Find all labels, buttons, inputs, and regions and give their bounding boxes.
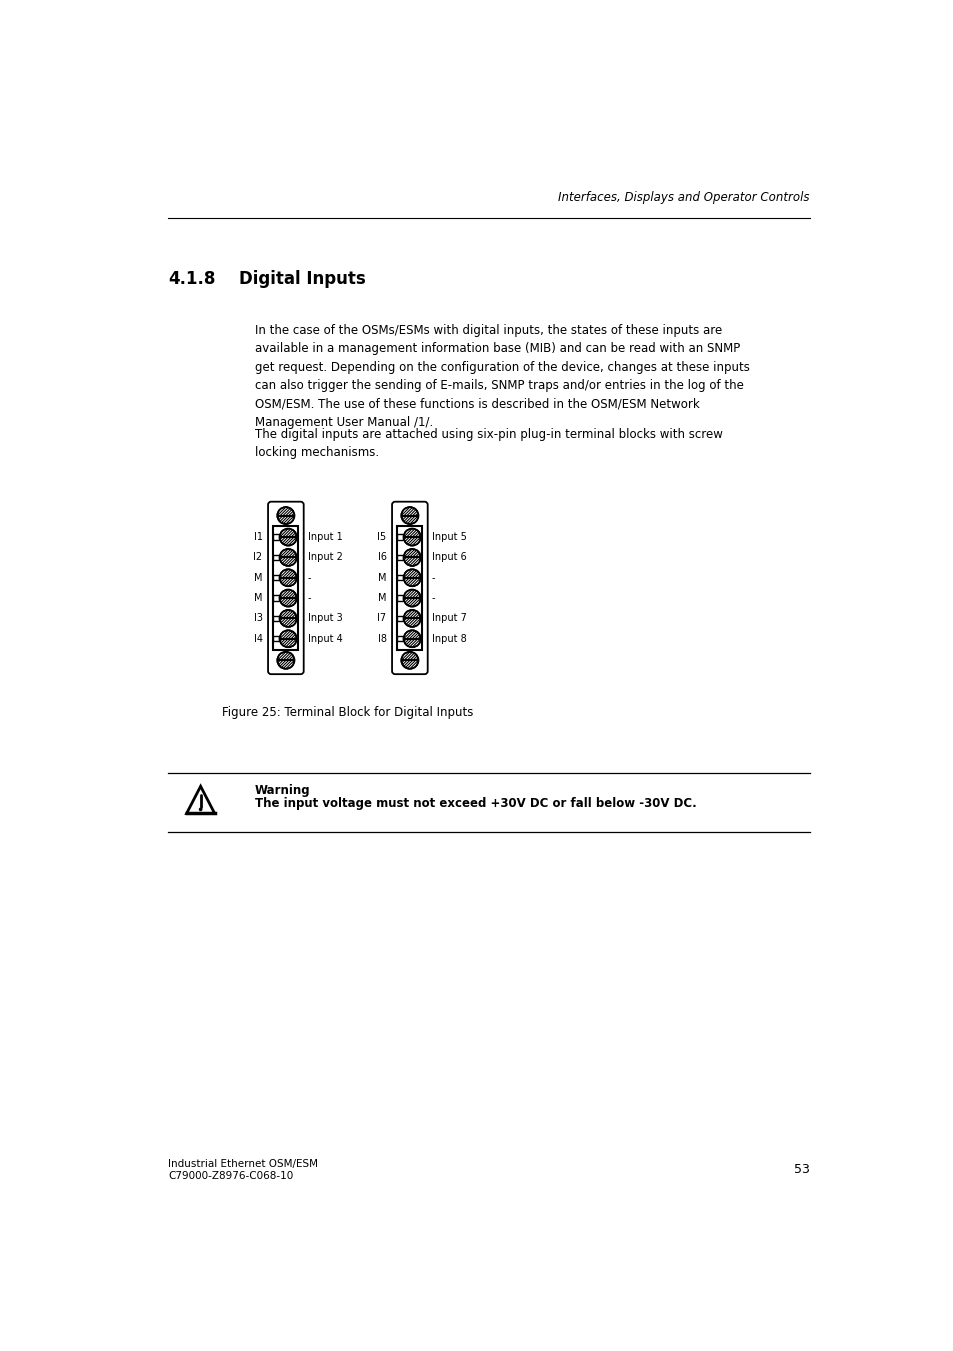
Bar: [396, 555, 402, 561]
Text: Digital Inputs: Digital Inputs: [239, 270, 366, 288]
Circle shape: [279, 631, 296, 647]
Circle shape: [401, 651, 418, 669]
Text: -: -: [307, 573, 311, 582]
Circle shape: [279, 549, 296, 566]
Text: C79000-Z8976-C068-10: C79000-Z8976-C068-10: [168, 1171, 293, 1181]
Bar: [273, 555, 278, 561]
Text: Input 5: Input 5: [431, 532, 466, 542]
Text: -: -: [431, 573, 435, 582]
Circle shape: [199, 808, 202, 811]
Text: Warning: Warning: [254, 785, 310, 797]
Text: Input 8: Input 8: [431, 634, 466, 643]
Text: I5: I5: [377, 532, 386, 542]
Text: M: M: [377, 573, 386, 582]
Text: 4.1.8: 4.1.8: [168, 270, 215, 288]
Circle shape: [403, 549, 420, 566]
Text: I2: I2: [253, 553, 262, 562]
Text: Input 6: Input 6: [431, 553, 466, 562]
Text: -: -: [431, 593, 435, 603]
Text: I6: I6: [377, 553, 386, 562]
Text: The digital inputs are attached using six-pin plug-in terminal blocks with screw: The digital inputs are attached using si…: [254, 428, 722, 459]
Text: I7: I7: [377, 613, 386, 623]
Bar: [396, 596, 402, 601]
Text: Input 3: Input 3: [307, 613, 342, 623]
Text: -: -: [307, 593, 311, 603]
Circle shape: [403, 631, 420, 647]
Text: Figure 25: Terminal Block for Digital Inputs: Figure 25: Terminal Block for Digital In…: [222, 705, 473, 719]
Circle shape: [279, 609, 296, 627]
Bar: [273, 616, 278, 621]
Text: 53: 53: [793, 1163, 809, 1177]
Circle shape: [403, 589, 420, 607]
Text: Input 4: Input 4: [307, 634, 342, 643]
Circle shape: [279, 589, 296, 607]
Circle shape: [279, 528, 296, 546]
Text: Input 1: Input 1: [307, 532, 342, 542]
Text: M: M: [253, 573, 262, 582]
Circle shape: [279, 569, 296, 586]
Text: Interfaces, Displays and Operator Controls: Interfaces, Displays and Operator Contro…: [558, 192, 809, 204]
Text: M: M: [253, 593, 262, 603]
Bar: [273, 576, 278, 581]
Circle shape: [403, 569, 420, 586]
Text: Industrial Ethernet OSM/ESM: Industrial Ethernet OSM/ESM: [168, 1159, 317, 1169]
Text: Input 2: Input 2: [307, 553, 342, 562]
Text: I8: I8: [377, 634, 386, 643]
Circle shape: [401, 507, 418, 524]
Bar: [274, 527, 298, 650]
Circle shape: [403, 609, 420, 627]
Text: Input 7: Input 7: [431, 613, 466, 623]
Text: M: M: [377, 593, 386, 603]
Circle shape: [277, 507, 294, 524]
Bar: [396, 616, 402, 621]
Circle shape: [277, 651, 294, 669]
Bar: [273, 596, 278, 601]
Polygon shape: [187, 786, 214, 813]
Bar: [273, 636, 278, 642]
Text: I3: I3: [253, 613, 262, 623]
FancyBboxPatch shape: [392, 501, 427, 674]
Text: In the case of the OSMs/ESMs with digital inputs, the states of these inputs are: In the case of the OSMs/ESMs with digita…: [254, 324, 749, 430]
Bar: [396, 535, 402, 540]
Bar: [397, 527, 422, 650]
Circle shape: [403, 528, 420, 546]
Bar: [273, 535, 278, 540]
Text: I1: I1: [253, 532, 262, 542]
Text: I4: I4: [253, 634, 262, 643]
FancyBboxPatch shape: [268, 501, 303, 674]
Text: The input voltage must not exceed +30V DC or fall below -30V DC.: The input voltage must not exceed +30V D…: [254, 797, 696, 811]
Bar: [396, 576, 402, 581]
Bar: [396, 636, 402, 642]
